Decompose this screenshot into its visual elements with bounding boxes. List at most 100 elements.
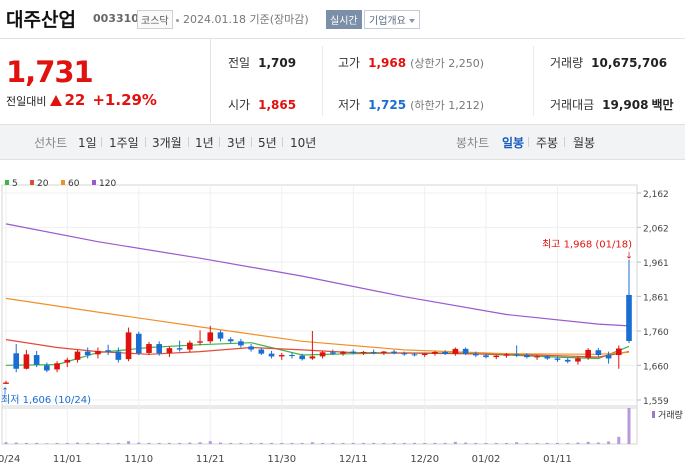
tab-5y[interactable]: 5년 bbox=[258, 136, 277, 150]
candle-body bbox=[513, 354, 520, 356]
stat-low: 저가 1,725 (하한가 1,212) bbox=[338, 96, 484, 113]
legend-label: 60 bbox=[68, 179, 80, 189]
candle-body bbox=[176, 348, 183, 350]
volume-bar bbox=[566, 442, 570, 444]
candle-body bbox=[268, 353, 275, 357]
y-tick-label: 1,660 bbox=[643, 362, 669, 372]
volume-bar bbox=[627, 408, 631, 444]
price-chart: 5 20 60 120 1,559 1,660 1,760 1,861 1,961 2,062 2,… bbox=[0, 179, 683, 465]
candle-body bbox=[238, 341, 244, 346]
company-info-dropdown[interactable]: 기업개요 bbox=[364, 10, 420, 29]
change-line: 전일대비 22 +1.29% bbox=[6, 91, 157, 109]
candle-body bbox=[135, 333, 142, 354]
stat-open-label: 시가 bbox=[228, 98, 251, 112]
volume-bar bbox=[423, 442, 427, 444]
tab-1y[interactable]: 1년 bbox=[195, 136, 214, 150]
ma-line-60 bbox=[5, 297, 630, 355]
volume-bar bbox=[361, 442, 365, 444]
change-value: 22 bbox=[50, 91, 85, 109]
candle-body bbox=[432, 351, 438, 354]
candle-body bbox=[442, 351, 448, 354]
candle-body bbox=[278, 355, 285, 357]
current-price: 1,731 bbox=[6, 55, 94, 89]
volume-bar bbox=[75, 442, 79, 444]
candle-body bbox=[227, 339, 234, 342]
tab-3y[interactable]: 3년 bbox=[227, 136, 246, 150]
volume-bar bbox=[270, 442, 274, 444]
volume-bar bbox=[525, 442, 529, 444]
volume-bar bbox=[464, 442, 468, 444]
candle-body bbox=[54, 363, 60, 370]
candle-body bbox=[391, 351, 397, 354]
tab-divider bbox=[564, 137, 565, 147]
candle-body bbox=[585, 349, 591, 358]
volume-bar bbox=[188, 442, 192, 444]
legend-label: 120 bbox=[99, 179, 116, 189]
legend-label: 20 bbox=[37, 179, 49, 189]
x-tick-label: 11/30 bbox=[267, 454, 296, 465]
tab-1w[interactable]: 1주일 bbox=[109, 136, 139, 150]
volume-bar bbox=[617, 436, 621, 444]
candle-body bbox=[534, 356, 540, 358]
company-info-label: 기업개요 bbox=[369, 16, 406, 27]
volume-bar bbox=[392, 442, 396, 444]
chevron-down-icon bbox=[408, 19, 415, 23]
change-amount: 22 bbox=[64, 91, 86, 109]
volume-bar bbox=[137, 442, 141, 444]
candle-body bbox=[370, 351, 377, 353]
volume-bar bbox=[96, 442, 100, 444]
volume-bar bbox=[545, 442, 549, 444]
volume-bar bbox=[147, 442, 151, 444]
candle-body bbox=[524, 355, 530, 358]
volume-bar bbox=[453, 441, 457, 444]
volume-bar bbox=[474, 442, 478, 444]
candle-body bbox=[299, 355, 305, 360]
volume-bar bbox=[413, 442, 417, 444]
y-tick-label: 1,559 bbox=[643, 397, 669, 407]
legend-swatch bbox=[92, 180, 96, 185]
candle-body bbox=[166, 348, 173, 353]
candle-body bbox=[421, 353, 428, 356]
stat-low-label: 저가 bbox=[338, 98, 361, 112]
x-tick-label: 10/24 bbox=[0, 454, 20, 465]
candle-body bbox=[319, 352, 326, 357]
divider bbox=[533, 46, 534, 116]
candle-body bbox=[411, 354, 418, 356]
volume-bar bbox=[35, 442, 39, 444]
candle-body bbox=[309, 356, 316, 359]
ma-line-20 bbox=[5, 339, 630, 358]
low-arrow-icon: ↑ bbox=[1, 387, 9, 397]
tab-10y[interactable]: 10년 bbox=[290, 136, 317, 150]
realtime-button[interactable]: 실시간 bbox=[326, 10, 362, 29]
x-tick-label: 11/01 bbox=[53, 454, 82, 465]
candle-body bbox=[595, 350, 602, 356]
tab-weekly[interactable]: 주봉 bbox=[536, 136, 559, 150]
candle-body bbox=[493, 355, 500, 358]
volume-bar bbox=[249, 442, 253, 444]
candle-body bbox=[340, 351, 346, 354]
x-tick-label: 01/02 bbox=[472, 454, 501, 465]
candle-body bbox=[115, 351, 122, 360]
volume-bar bbox=[290, 442, 294, 444]
volume-bar bbox=[596, 442, 600, 444]
volume-bar bbox=[402, 442, 406, 444]
volume-legend-swatch bbox=[652, 411, 655, 418]
ma-line-120 bbox=[5, 223, 630, 327]
tab-daily[interactable]: 일봉 bbox=[502, 136, 525, 150]
x-tick-label: 11/21 bbox=[196, 454, 225, 465]
candle-body bbox=[381, 351, 387, 353]
tab-monthly[interactable]: 월봉 bbox=[573, 136, 596, 150]
stat-high: 고가 1,968 (상한가 2,250) bbox=[338, 54, 484, 71]
candle-body bbox=[197, 341, 203, 343]
divider bbox=[322, 46, 323, 116]
tab-1d[interactable]: 1일 bbox=[78, 136, 97, 150]
volume-bar bbox=[351, 442, 355, 444]
upper-limit: (상한가 2,250) bbox=[410, 57, 484, 70]
candle-body bbox=[575, 358, 581, 362]
volume-bar bbox=[331, 442, 335, 444]
tab-3m[interactable]: 3개월 bbox=[152, 136, 182, 150]
y-tick-label: 2,162 bbox=[643, 190, 669, 200]
candle-body bbox=[33, 355, 40, 365]
volume-bar bbox=[259, 442, 263, 444]
candle-body bbox=[401, 353, 408, 355]
